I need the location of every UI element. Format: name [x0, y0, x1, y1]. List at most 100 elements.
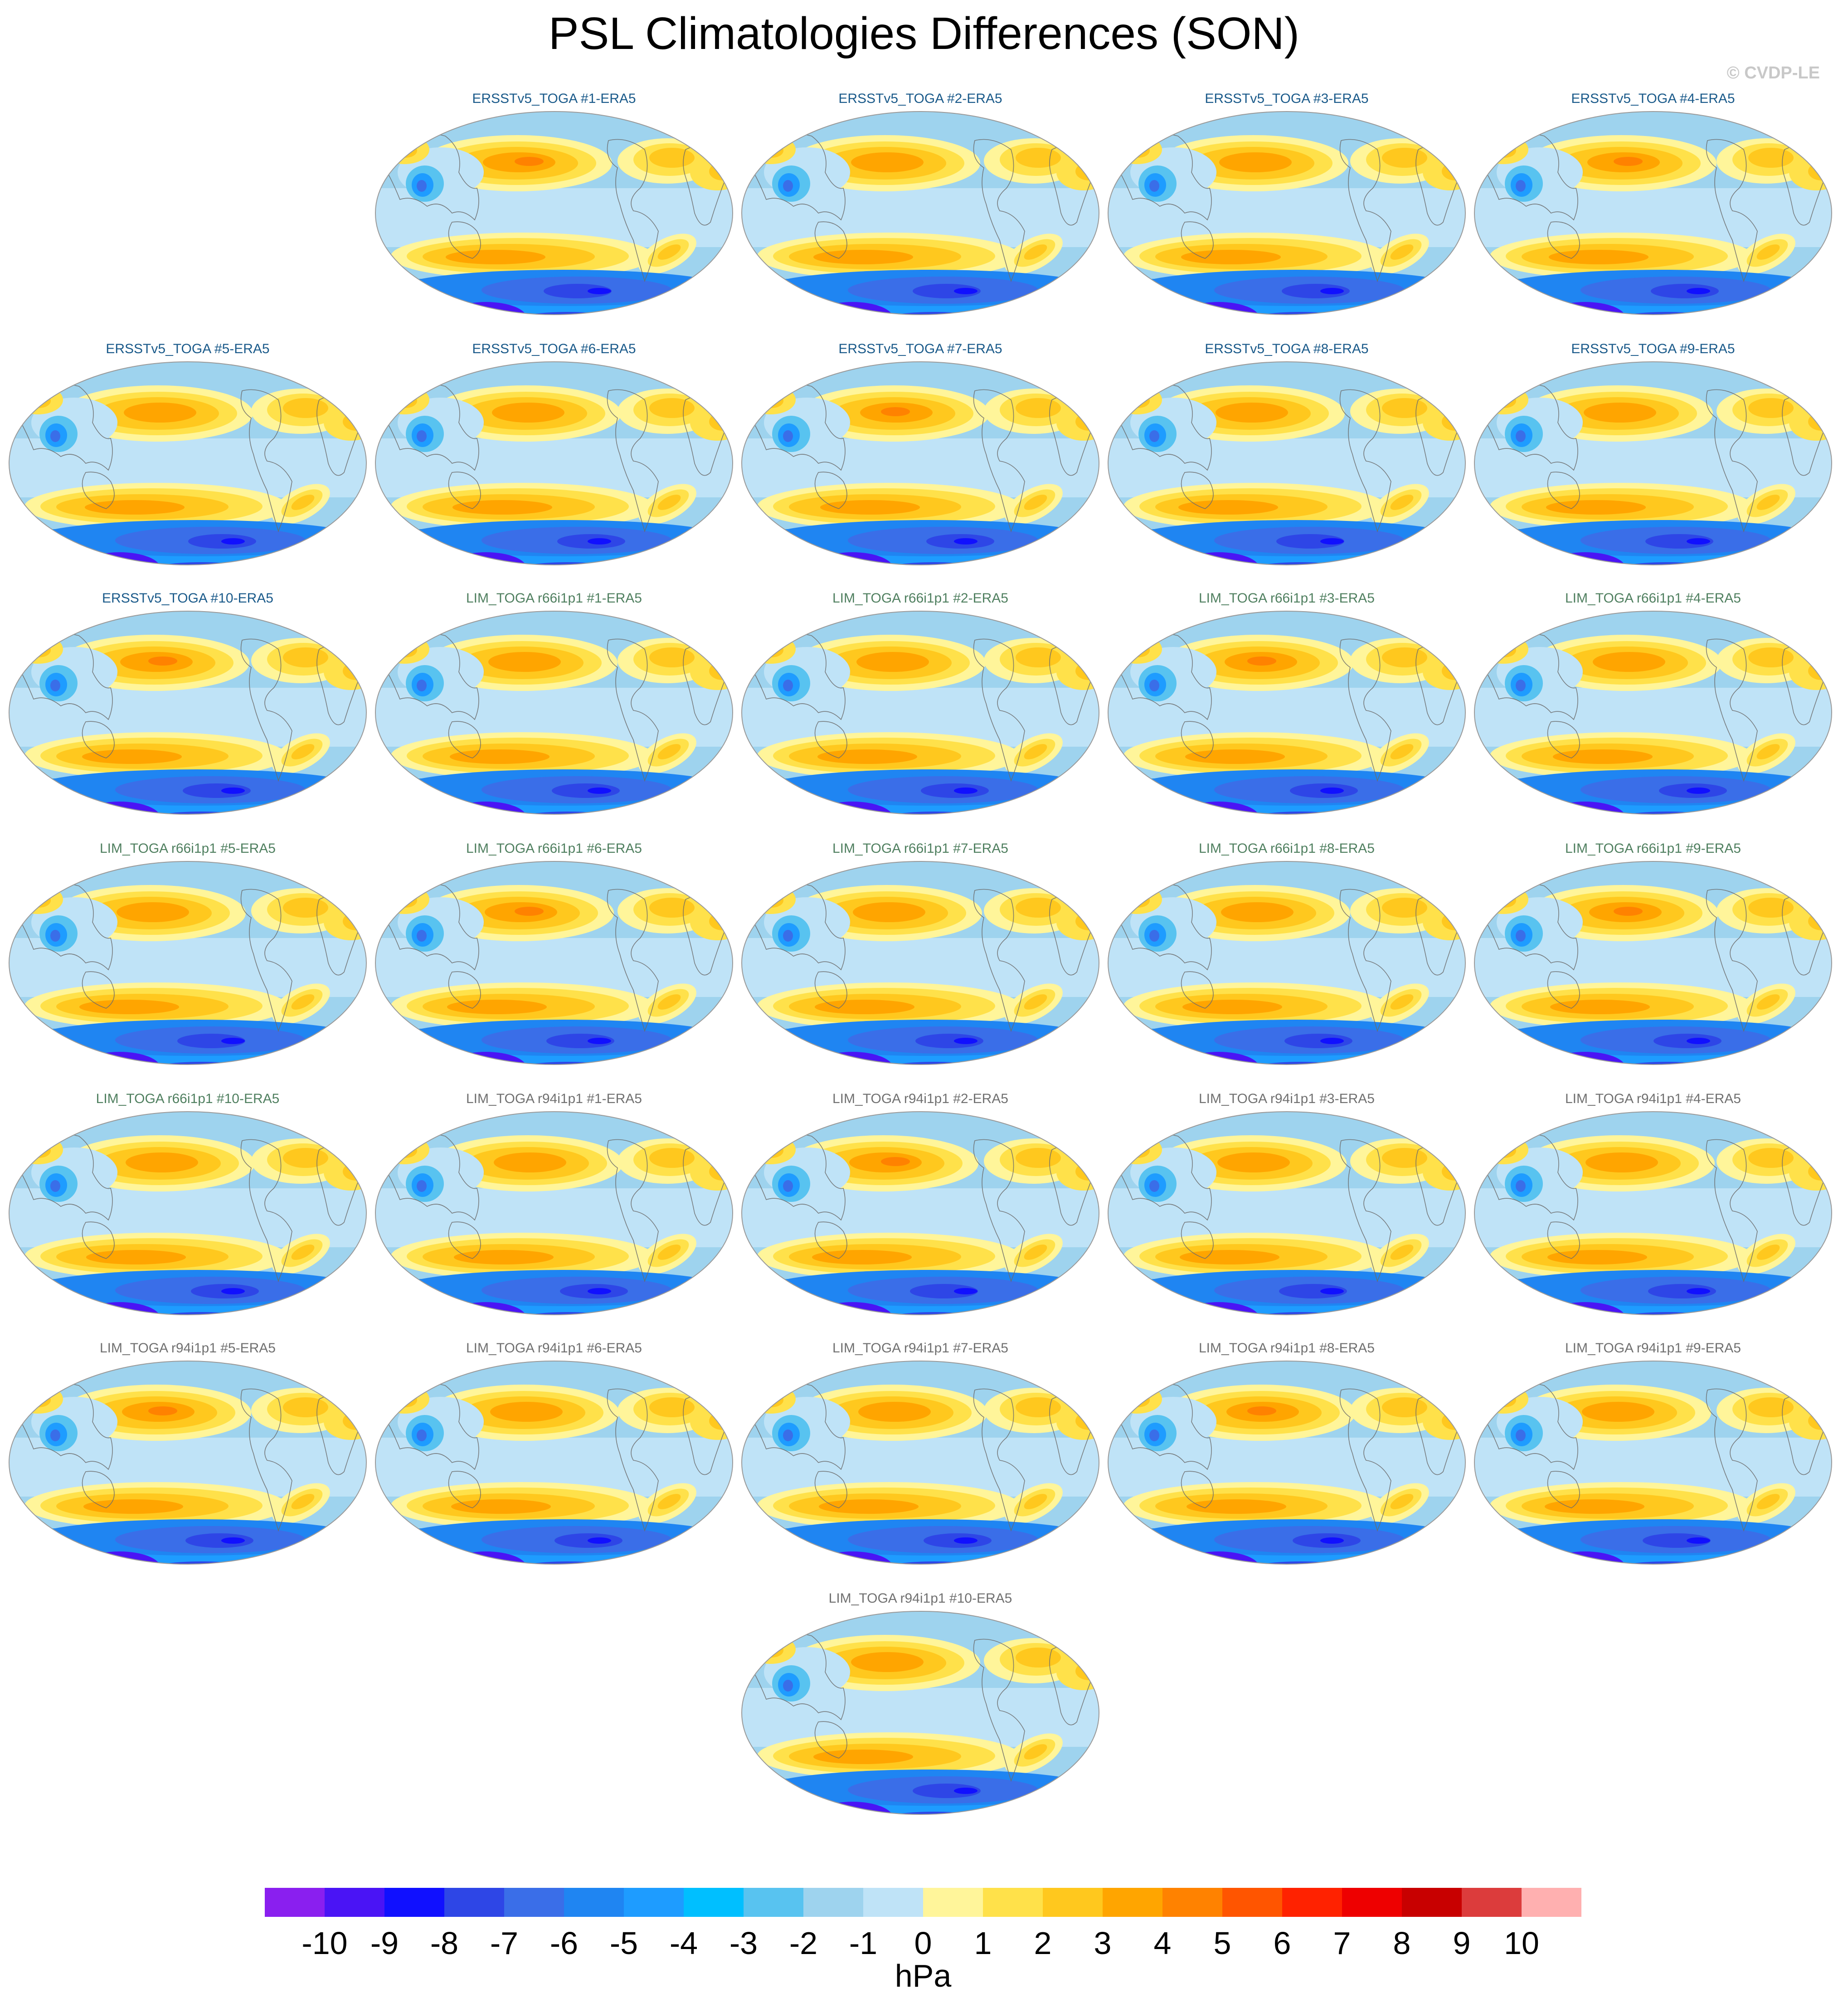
panel-title: ERSSTv5_TOGA #6-ERA5	[472, 341, 636, 356]
map-field	[742, 861, 1099, 1065]
map-outline	[741, 361, 1099, 565]
map-outline	[375, 1111, 733, 1315]
map-outline	[1108, 861, 1466, 1065]
coastline	[748, 132, 846, 221]
colorbar-segment	[504, 1888, 564, 1917]
colorbar-segment	[1522, 1888, 1581, 1917]
map-field	[1108, 112, 1465, 315]
coastline	[814, 971, 847, 1009]
colorbar-tick-label: -4	[670, 1925, 698, 1961]
map-plot	[375, 861, 733, 1065]
coastline	[748, 1381, 846, 1470]
coastline	[240, 389, 292, 533]
coastline	[1181, 472, 1214, 509]
panel-title: LIM_TOGA r94i1p1 #4-ERA5	[1565, 1091, 1741, 1106]
map-plot	[1474, 111, 1832, 315]
map-panel: LIM_TOGA r66i1p1 #9-ERA5	[1472, 840, 1834, 1075]
map-outline	[375, 861, 733, 1065]
colorbar-tick-label: 5	[1214, 1925, 1231, 1961]
panel-title: LIM_TOGA r94i1p1 #9-ERA5	[1565, 1341, 1741, 1356]
map-panel: LIM_TOGA r94i1p1 #3-ERA5	[1105, 1090, 1468, 1326]
map-panel: LIM_TOGA r66i1p1 #10-ERA5	[6, 1090, 369, 1326]
panel-title: ERSSTv5_TOGA #5-ERA5	[106, 341, 270, 356]
coastline	[1706, 1388, 1758, 1532]
map-panel: LIM_TOGA r94i1p1 #6-ERA5	[373, 1339, 735, 1575]
colorbar-segment	[923, 1888, 983, 1917]
map-field	[742, 1112, 1099, 1315]
map-field	[9, 611, 366, 814]
map-plot	[1474, 861, 1832, 1065]
coastline	[381, 632, 479, 720]
map-plot	[1108, 111, 1466, 315]
map-outline	[375, 361, 733, 565]
coastline	[1480, 1132, 1578, 1221]
panel-title: ERSSTv5_TOGA #7-ERA5	[838, 341, 1002, 356]
map-outline	[741, 111, 1099, 315]
map-field	[742, 1611, 1099, 1814]
coastline	[1114, 1381, 1212, 1470]
coastline	[1480, 882, 1578, 971]
map-field	[742, 362, 1099, 565]
panel-title: LIM_TOGA r66i1p1 #8-ERA5	[1199, 841, 1375, 856]
panel-title: LIM_TOGA r66i1p1 #1-ERA5	[466, 591, 642, 606]
map-outline	[1108, 1361, 1466, 1565]
colorbar-segment	[325, 1888, 384, 1917]
map-plot	[1108, 1111, 1466, 1315]
coastline	[1114, 882, 1212, 971]
coastline	[1547, 1221, 1580, 1259]
coastline	[1547, 1471, 1580, 1508]
map-field	[9, 1361, 366, 1564]
map-field	[9, 362, 366, 565]
coastline	[748, 1132, 846, 1221]
chart-title: PSL Climatologies Differences (SON)	[548, 8, 1300, 59]
map-outline	[741, 1611, 1099, 1815]
colorbar-tick-label: 9	[1453, 1925, 1471, 1961]
map-field	[9, 861, 366, 1065]
colorbar-segment	[265, 1888, 325, 1917]
map-field	[1474, 861, 1832, 1065]
coastline	[814, 1221, 847, 1259]
panel-title: LIM_TOGA r94i1p1 #5-ERA5	[100, 1341, 276, 1356]
map-plot	[1108, 1361, 1466, 1565]
panel-title: ERSSTv5_TOGA #8-ERA5	[1205, 341, 1369, 356]
map-panel: ERSSTv5_TOGA #1-ERA5	[373, 90, 735, 326]
colorbar-segment	[1342, 1888, 1402, 1917]
colorbar-segment	[863, 1888, 923, 1917]
coastline	[381, 1381, 479, 1470]
map-outline	[1474, 1361, 1832, 1565]
map-plot	[375, 611, 733, 815]
colorbar-segment	[384, 1888, 444, 1917]
coastline	[814, 1721, 847, 1759]
coastline	[1181, 971, 1214, 1009]
colorbar-segment	[744, 1888, 803, 1917]
map-panel: LIM_TOGA r94i1p1 #10-ERA5	[739, 1590, 1102, 1825]
map-panel: LIM_TOGA r66i1p1 #2-ERA5	[739, 589, 1102, 825]
colorbar-segment	[803, 1888, 863, 1917]
map-field	[1108, 362, 1465, 565]
map-plot	[741, 361, 1099, 565]
coastline	[240, 638, 292, 782]
colorbar-tick-label: 2	[1034, 1925, 1052, 1961]
coastline	[1114, 1132, 1212, 1221]
coastline	[607, 389, 659, 533]
panel-title: LIM_TOGA r94i1p1 #8-ERA5	[1199, 1341, 1375, 1356]
coastline	[448, 1471, 481, 1508]
coastline	[240, 889, 292, 1032]
coastline	[814, 221, 847, 259]
map-outline	[375, 611, 733, 815]
map-field	[375, 362, 733, 565]
panel-title: ERSSTv5_TOGA #9-ERA5	[1571, 341, 1735, 356]
panel-title: LIM_TOGA r94i1p1 #6-ERA5	[466, 1341, 642, 1356]
map-field	[1474, 611, 1832, 814]
map-panel: ERSSTv5_TOGA #10-ERA5	[6, 589, 369, 825]
map-plot	[375, 1361, 733, 1565]
colorbar-segment	[1402, 1888, 1462, 1917]
colorbar-tick-label: -3	[729, 1925, 758, 1961]
colorbar-tick-label: 6	[1274, 1925, 1291, 1961]
coastline	[748, 1632, 846, 1721]
coastline	[973, 889, 1025, 1032]
panel-title: LIM_TOGA r66i1p1 #4-ERA5	[1565, 591, 1741, 606]
coastline	[748, 632, 846, 720]
colorbar-tick-label: -6	[550, 1925, 578, 1961]
coastline	[814, 1471, 847, 1508]
